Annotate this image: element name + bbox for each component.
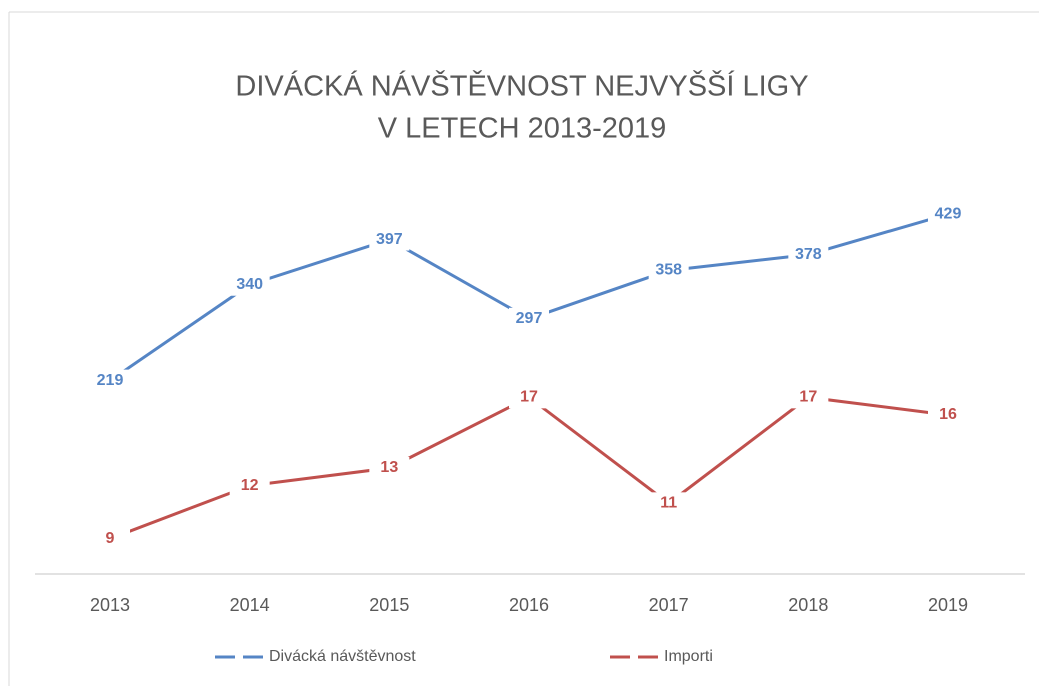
x-tick-label: 2013: [90, 595, 130, 615]
data-label-bg: [369, 228, 410, 251]
data-label: 12: [241, 477, 259, 494]
data-label: 16: [939, 406, 957, 423]
data-label-bg: [928, 404, 968, 426]
data-label: 17: [520, 389, 538, 406]
chart-title: V LETECH 2013-2019: [378, 113, 667, 145]
data-label: 358: [655, 262, 682, 279]
data-label: 9: [106, 530, 115, 547]
x-tick-label: 2018: [788, 595, 828, 615]
data-label: 397: [376, 231, 403, 248]
x-tick-label: 2016: [509, 595, 549, 615]
data-label-bg: [788, 386, 829, 409]
data-label-bg: [90, 527, 130, 550]
data-label: 297: [516, 310, 543, 327]
x-tick-label: 2019: [928, 595, 968, 615]
data-label: 17: [799, 389, 817, 406]
data-label-bg: [229, 474, 270, 497]
data-label-bg: [788, 243, 829, 266]
series-line: [109, 212, 949, 382]
data-label: 378: [795, 246, 822, 263]
data-label: 429: [935, 205, 962, 222]
x-tick-label: 2015: [369, 595, 409, 615]
chart-title: DIVÁCKÁ NÁVŠTĚVNOST NEJVYŠŠÍ LIGY: [235, 69, 808, 103]
data-label-bg: [509, 307, 549, 330]
series-line: [109, 395, 949, 541]
data-label: 219: [97, 372, 124, 389]
data-label-bg: [648, 492, 689, 515]
data-label-bg: [229, 273, 270, 296]
data-label-bg: [928, 203, 968, 226]
data-label-bg: [648, 259, 689, 282]
x-tick-label: 2017: [649, 595, 689, 615]
legend-label: Importi: [664, 648, 713, 665]
data-label: 13: [380, 459, 398, 476]
data-label-bg: [90, 369, 130, 392]
data-label: 11: [660, 495, 677, 512]
data-label-bg: [509, 386, 549, 409]
legend-label: Divácká návštěvnost: [269, 648, 416, 665]
x-tick-label: 2014: [230, 595, 270, 615]
data-label-bg: [369, 457, 410, 479]
data-label: 340: [236, 276, 263, 293]
